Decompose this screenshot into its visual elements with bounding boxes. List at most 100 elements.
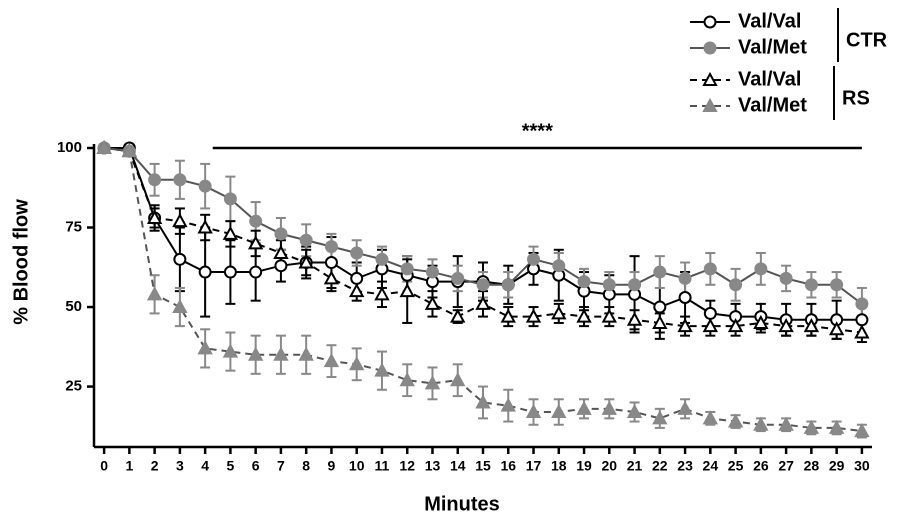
marker bbox=[602, 278, 616, 292]
marker bbox=[576, 400, 592, 415]
marker bbox=[577, 275, 591, 289]
x-tick-label: 19 bbox=[576, 458, 592, 474]
marker bbox=[223, 192, 237, 206]
marker bbox=[299, 233, 313, 247]
x-tick-label: 23 bbox=[677, 458, 693, 474]
marker bbox=[223, 265, 237, 279]
x-tick-label: 0 bbox=[100, 458, 108, 474]
legend-label: Val/Met bbox=[738, 36, 807, 58]
marker bbox=[274, 259, 288, 273]
marker bbox=[323, 270, 340, 285]
marker bbox=[601, 308, 617, 323]
marker bbox=[424, 295, 441, 310]
significance-label: **** bbox=[522, 120, 553, 142]
marker bbox=[628, 278, 642, 292]
x-tick-label: 6 bbox=[252, 458, 260, 474]
marker bbox=[702, 410, 719, 425]
marker bbox=[652, 410, 668, 425]
x-tick-label: 21 bbox=[627, 458, 643, 474]
marker bbox=[527, 252, 541, 266]
legend-label: Val/Val bbox=[738, 10, 801, 32]
marker bbox=[778, 318, 794, 333]
y-tick-label: 25 bbox=[65, 378, 82, 395]
marker bbox=[525, 403, 542, 419]
marker bbox=[703, 306, 717, 320]
marker bbox=[804, 278, 818, 292]
marker bbox=[855, 313, 869, 327]
x-tick-label: 2 bbox=[151, 458, 159, 474]
legend-label: Val/Val bbox=[738, 68, 801, 90]
marker bbox=[197, 340, 213, 355]
x-tick-label: 3 bbox=[176, 458, 184, 474]
marker bbox=[551, 403, 567, 419]
x-tick-label: 25 bbox=[728, 458, 744, 474]
marker bbox=[828, 321, 845, 336]
marker bbox=[273, 346, 289, 361]
marker bbox=[677, 400, 693, 415]
marker bbox=[172, 213, 188, 228]
marker bbox=[476, 278, 490, 292]
x-tick-label: 17 bbox=[526, 458, 542, 474]
marker bbox=[501, 278, 515, 292]
marker bbox=[146, 286, 163, 301]
legend-marker bbox=[703, 15, 717, 29]
marker bbox=[626, 311, 643, 326]
x-tick-label: 16 bbox=[500, 458, 516, 474]
marker bbox=[146, 209, 163, 224]
marker bbox=[450, 308, 466, 323]
legend-group-label: RS bbox=[842, 87, 870, 109]
marker bbox=[247, 346, 264, 361]
x-tick-label: 24 bbox=[703, 458, 719, 474]
marker bbox=[173, 252, 187, 266]
marker bbox=[754, 262, 768, 276]
marker bbox=[96, 139, 112, 154]
marker bbox=[779, 271, 793, 285]
marker bbox=[247, 235, 264, 250]
marker bbox=[198, 265, 212, 279]
x-tick-label: 11 bbox=[375, 458, 390, 474]
marker bbox=[374, 286, 390, 301]
marker bbox=[374, 362, 390, 377]
x-tick-label: 20 bbox=[602, 458, 618, 474]
x-tick-label: 1 bbox=[125, 458, 133, 474]
marker bbox=[399, 372, 415, 387]
marker bbox=[803, 318, 820, 333]
marker bbox=[854, 423, 870, 438]
marker bbox=[475, 295, 491, 310]
marker bbox=[552, 259, 566, 273]
marker bbox=[727, 318, 744, 333]
y-axis-label: % Blood flow bbox=[10, 199, 32, 325]
marker bbox=[249, 214, 263, 228]
marker bbox=[854, 324, 870, 339]
marker bbox=[198, 179, 212, 193]
marker bbox=[753, 416, 769, 431]
marker bbox=[450, 372, 466, 387]
x-tick-label: 5 bbox=[227, 458, 235, 474]
marker bbox=[399, 283, 415, 298]
x-tick-label: 12 bbox=[399, 458, 415, 474]
marker bbox=[424, 375, 441, 390]
x-tick-label: 28 bbox=[804, 458, 820, 474]
x-tick-label: 4 bbox=[201, 458, 209, 474]
x-tick-label: 14 bbox=[450, 458, 466, 474]
marker bbox=[350, 271, 364, 285]
marker bbox=[197, 219, 213, 234]
x-tick-label: 13 bbox=[425, 458, 441, 474]
x-tick-label: 30 bbox=[854, 458, 870, 474]
marker bbox=[727, 413, 744, 428]
marker bbox=[222, 225, 239, 240]
marker bbox=[173, 173, 187, 187]
x-tick-label: 18 bbox=[551, 458, 567, 474]
marker bbox=[653, 265, 667, 279]
x-tick-label: 29 bbox=[829, 458, 845, 474]
marker bbox=[249, 265, 263, 279]
legend-label: Val/Met bbox=[738, 94, 807, 116]
marker bbox=[148, 173, 162, 187]
legend-marker bbox=[703, 41, 717, 55]
marker bbox=[298, 254, 314, 269]
x-tick-label: 9 bbox=[328, 458, 336, 474]
marker bbox=[678, 271, 692, 285]
marker bbox=[222, 343, 239, 358]
marker bbox=[702, 318, 719, 333]
